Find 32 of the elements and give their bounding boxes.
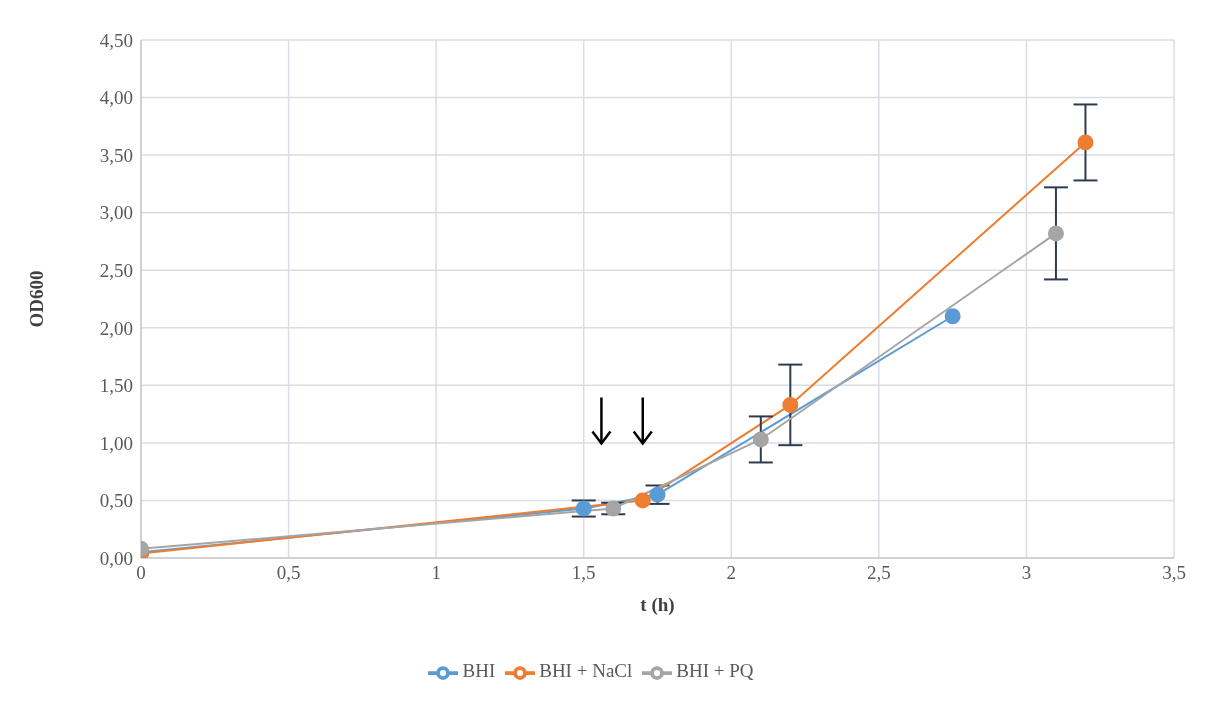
point [944, 308, 961, 325]
point [782, 396, 799, 413]
point [575, 500, 592, 517]
y-tick-label: 2,50 [99, 259, 133, 281]
y-tick-label: 3,50 [99, 144, 133, 166]
x-tick-label: 3 [1021, 562, 1032, 584]
x-tick-label: 3,5 [1162, 562, 1186, 584]
x-tick-label: 1,5 [571, 562, 596, 584]
y-tick-label: 4,00 [99, 87, 133, 109]
x-tick-label: 0,5 [276, 562, 301, 584]
x-tick-label: 2,5 [866, 562, 891, 584]
point [649, 486, 666, 503]
point [634, 492, 651, 509]
y-tick-label: 4,50 [99, 29, 133, 51]
y-tick-label: 1,00 [99, 432, 133, 454]
point [1077, 134, 1094, 151]
y-tick-label: 1,50 [99, 375, 133, 397]
y-axis-title: OD600 [25, 270, 47, 328]
y-tick-label: 3,00 [99, 202, 133, 224]
x-tick-label: 1 [431, 562, 441, 584]
x-tick-label: 0 [136, 562, 146, 584]
y-tick-label: 0,00 [99, 547, 133, 569]
legend-label: BHI + PQ [676, 660, 754, 682]
legend-label: BHI + NaCl [539, 660, 633, 682]
point [605, 500, 622, 517]
point [1047, 225, 1064, 242]
y-tick-label: 2,00 [99, 317, 133, 339]
x-axis-title: t (h) [640, 594, 675, 617]
x-tick-label: 2 [726, 562, 737, 584]
point [752, 431, 769, 448]
legend-label: BHI [462, 660, 496, 682]
y-tick-label: 0,50 [99, 490, 133, 512]
